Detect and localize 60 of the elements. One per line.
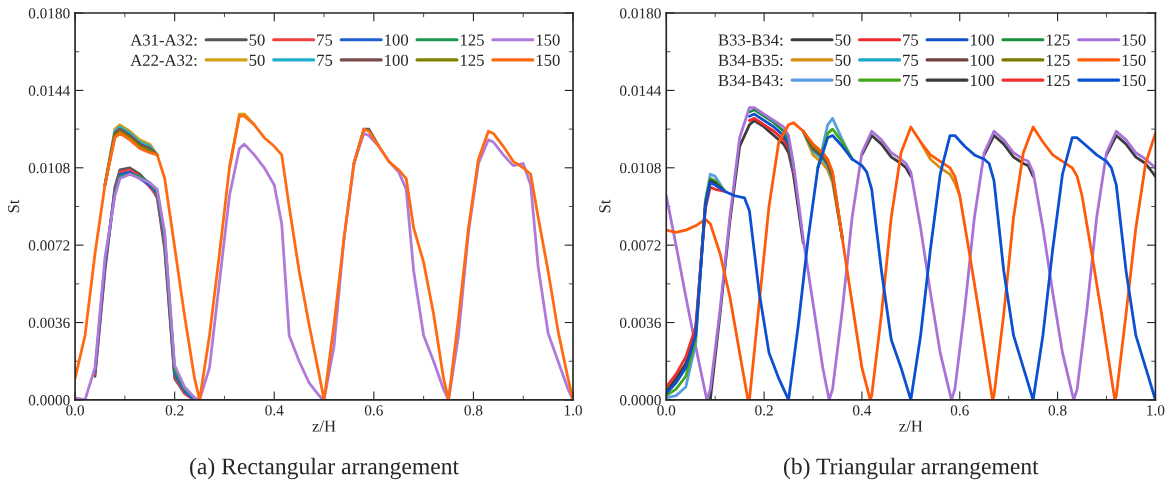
x-tick-label: 0.6 [364, 405, 383, 416]
legend-label: 50 [249, 54, 265, 66]
x-axis-title: z/H [899, 420, 923, 432]
annotation: A31-A32: [130, 34, 197, 46]
legend-label: 100 [971, 74, 994, 87]
legend-label: 100 [971, 54, 994, 66]
legend-label: 75 [903, 75, 919, 87]
x-tick-label: 0.2 [755, 405, 773, 416]
legend-label: 150 [536, 54, 560, 66]
annotation: A22-A32: [130, 54, 197, 66]
x-tick-label: 0.8 [464, 405, 483, 416]
x-tick-label: 0.4 [265, 405, 284, 416]
y-tick-label: 0.0000 [619, 395, 661, 406]
y-tick-label: 0.0072 [28, 240, 70, 251]
y-axis-title: St [599, 199, 611, 213]
legend-label: 100 [385, 34, 409, 46]
y-tick-label: 0.0036 [28, 317, 70, 329]
legend-label: 125 [1046, 74, 1070, 87]
y-axis-title: St [8, 199, 20, 213]
x-tick-label: 0.4 [852, 405, 872, 416]
annotation: B34-B43: [718, 74, 783, 87]
x-tick-label: 0.2 [165, 405, 184, 416]
legend-label: 125 [460, 54, 484, 66]
text: (a) Rectangular arrangement [190, 457, 459, 480]
x-tick-label: 1.0 [1147, 405, 1165, 416]
x-tick-label: 0.6 [950, 405, 969, 416]
legend-label: 100 [971, 34, 994, 46]
y-tick-label: 0.0108 [28, 162, 70, 174]
legend-label: 150 [1122, 54, 1146, 66]
legend-label: 150 [1122, 34, 1146, 46]
x-axis-title: z/H [312, 420, 336, 432]
y-tick-label: 0.0144 [28, 85, 70, 96]
x-tick-label: 1.0 [564, 405, 582, 416]
y-tick-label: 0.0000 [28, 395, 70, 406]
text: (b) Triangular arrangement [784, 457, 1039, 480]
y-tick-label: 0.0180 [619, 8, 661, 19]
y-tick-label: 0.0180 [28, 8, 70, 19]
legend-label: 100 [385, 54, 409, 66]
annotation: B34-B35: [718, 54, 783, 66]
y-tick-label: 0.0072 [619, 240, 661, 251]
x-tick-label: 0.8 [1048, 405, 1067, 416]
legend-label: 50 [835, 74, 851, 87]
legend-label: 75 [317, 54, 333, 66]
legend-label: 125 [1046, 54, 1070, 66]
legend-label: 125 [1046, 34, 1070, 46]
annotation: B33-B34: [718, 34, 783, 46]
y-tick-label: 0.0108 [619, 162, 661, 174]
legend-label: 150 [536, 34, 560, 46]
legend-label: 50 [249, 34, 265, 46]
legend-label: 50 [835, 34, 851, 46]
legend-label: 50 [835, 54, 851, 66]
y-tick-label: 0.0144 [619, 85, 662, 96]
legend-label: 75 [903, 34, 919, 46]
legend-label: 150 [1122, 74, 1146, 87]
legend-label: 75 [317, 34, 333, 46]
legend-label: 125 [460, 34, 484, 46]
y-tick-label: 0.0036 [619, 317, 661, 329]
x-tick-label: 0.0 [66, 405, 85, 416]
legend-label: 75 [903, 54, 919, 66]
x-tick-label: 0.0 [657, 405, 676, 416]
